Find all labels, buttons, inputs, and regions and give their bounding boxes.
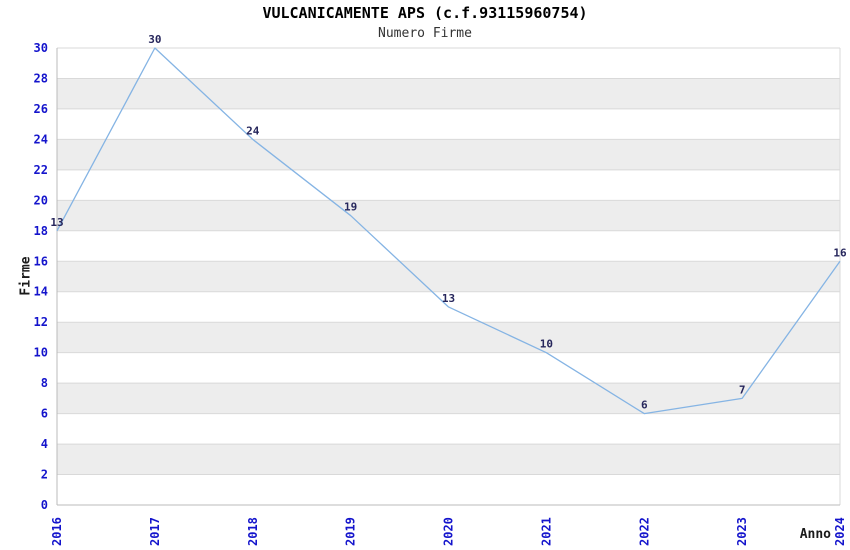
x-tick-label: 2016 xyxy=(50,517,64,546)
x-tick-label: 2018 xyxy=(246,517,260,546)
x-tick-label: 2021 xyxy=(539,517,553,546)
point-label: 30 xyxy=(148,33,161,46)
y-tick-label: 30 xyxy=(34,41,48,55)
y-tick-label: 26 xyxy=(34,102,48,116)
plot-band xyxy=(57,261,840,292)
y-tick-label: 14 xyxy=(34,285,48,299)
x-axis-title: Anno xyxy=(799,527,831,542)
y-tick-label: 12 xyxy=(34,315,48,329)
point-label: 7 xyxy=(739,383,746,396)
y-tick-label: 0 xyxy=(41,498,48,512)
point-label: 6 xyxy=(641,399,648,412)
point-label: 10 xyxy=(540,338,553,351)
y-tick-label: 24 xyxy=(34,132,48,146)
y-tick-label: 8 xyxy=(41,376,48,390)
x-tick-label: 2023 xyxy=(735,517,749,546)
y-tick-label: 20 xyxy=(34,193,48,207)
y-tick-label: 2 xyxy=(41,468,48,482)
y-tick-label: 10 xyxy=(34,346,48,360)
plot-band xyxy=(57,78,840,109)
plot-band xyxy=(57,200,840,231)
x-tick-label: 2022 xyxy=(637,517,651,546)
y-tick-label: 28 xyxy=(34,71,48,85)
point-label: 13 xyxy=(442,292,455,305)
series-line xyxy=(56,47,841,415)
y-tick-label: 22 xyxy=(34,163,48,177)
y-tick-label: 4 xyxy=(41,437,48,451)
x-tick-label: 2024 xyxy=(833,517,847,546)
y-tick-label: 16 xyxy=(34,254,48,268)
plot-band xyxy=(57,444,840,475)
plot-band xyxy=(57,322,840,353)
x-tick-label: 2017 xyxy=(148,517,162,546)
y-tick-label: 18 xyxy=(34,224,48,238)
chart-subtitle: Numero Firme xyxy=(378,26,472,41)
point-label: 19 xyxy=(344,201,357,214)
plot-band xyxy=(57,139,840,170)
point-label: 13 xyxy=(50,216,63,229)
point-label: 16 xyxy=(833,246,847,259)
plot-band xyxy=(57,383,840,414)
x-tick-label: 2020 xyxy=(442,517,456,546)
point-label: 24 xyxy=(246,124,260,137)
chart-title: VULCANICAMENTE APS (c.f.93115960754) xyxy=(262,4,588,22)
x-tick-label: 2019 xyxy=(344,517,358,546)
y-tick-label: 6 xyxy=(41,407,48,421)
